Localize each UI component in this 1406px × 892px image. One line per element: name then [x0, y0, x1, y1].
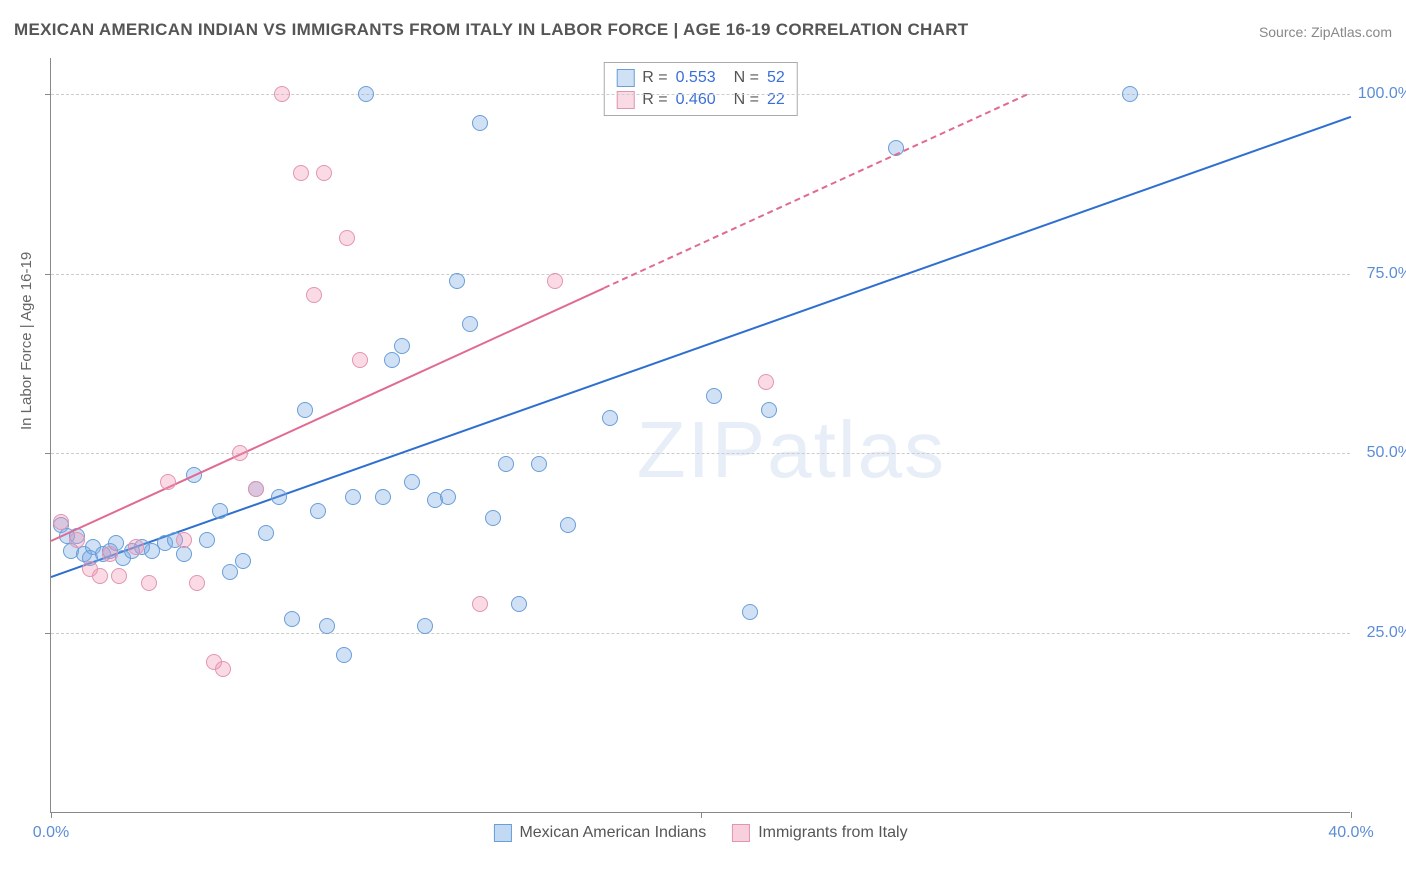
data-point: [258, 525, 274, 541]
source-label: Source: ZipAtlas.com: [1259, 24, 1392, 40]
data-point: [511, 596, 527, 612]
y-tick-mark: [45, 274, 51, 275]
data-point: [602, 410, 618, 426]
x-tick-mark: [701, 812, 702, 818]
data-point: [235, 553, 251, 569]
legend-series-label: Immigrants from Italy: [758, 824, 907, 842]
watermark: ZIPatlas: [637, 404, 946, 496]
data-point: [440, 489, 456, 505]
data-point: [449, 273, 465, 289]
data-point: [274, 86, 290, 102]
chart-title: MEXICAN AMERICAN INDIAN VS IMMIGRANTS FR…: [14, 20, 968, 40]
data-point: [742, 604, 758, 620]
data-point: [316, 165, 332, 181]
r-label: R =: [642, 69, 667, 87]
data-point: [284, 611, 300, 627]
data-point: [547, 273, 563, 289]
gridline: [51, 94, 1350, 95]
legend-correlation-row: R = 0.460N = 22: [616, 89, 785, 111]
data-point: [176, 546, 192, 562]
y-tick-label: 25.0%: [1367, 624, 1406, 642]
data-point: [176, 532, 192, 548]
data-point: [472, 115, 488, 131]
data-point: [758, 374, 774, 390]
trendline: [603, 94, 1026, 289]
data-point: [472, 596, 488, 612]
data-point: [394, 338, 410, 354]
data-point: [1122, 86, 1138, 102]
data-point: [531, 456, 547, 472]
data-point: [189, 575, 205, 591]
data-point: [293, 165, 309, 181]
y-tick-mark: [45, 453, 51, 454]
data-point: [306, 287, 322, 303]
y-axis-label: In Labor Force | Age 16-19: [18, 252, 35, 430]
data-point: [336, 647, 352, 663]
data-point: [215, 661, 231, 677]
y-tick-mark: [45, 94, 51, 95]
data-point: [69, 532, 85, 548]
data-point: [212, 503, 228, 519]
legend-correlation-row: R = 0.553 N = 52: [616, 67, 785, 89]
n-label: N =: [734, 69, 759, 87]
legend-swatch: [616, 69, 634, 87]
trendline: [51, 116, 1352, 578]
x-tick-mark: [51, 812, 52, 818]
legend-series-label: Mexican American Indians: [519, 824, 706, 842]
data-point: [128, 539, 144, 555]
data-point: [761, 402, 777, 418]
legend-series-item: Immigrants from Italy: [732, 824, 907, 842]
plot-area: ZIPatlas R = 0.553N = 52R = 0.460N = 22 …: [50, 58, 1350, 813]
data-point: [271, 489, 287, 505]
legend-correlation-box: R = 0.553 N = 52 R = 0.460N = 22: [603, 62, 798, 116]
data-point: [352, 352, 368, 368]
legend-swatch: [493, 824, 511, 842]
r-value: 0.553: [676, 69, 716, 87]
data-point: [92, 568, 108, 584]
data-point: [375, 489, 391, 505]
data-point: [462, 316, 478, 332]
data-point: [111, 568, 127, 584]
data-point: [297, 402, 313, 418]
gridline: [51, 633, 1350, 634]
y-tick-label: 75.0%: [1367, 265, 1406, 283]
data-point: [160, 474, 176, 490]
data-point: [248, 481, 264, 497]
data-point: [53, 514, 69, 530]
data-point: [384, 352, 400, 368]
data-point: [358, 86, 374, 102]
x-tick-label: 40.0%: [1328, 824, 1373, 842]
y-tick-label: 100.0%: [1358, 85, 1406, 103]
data-point: [560, 517, 576, 533]
data-point: [222, 564, 238, 580]
data-point: [706, 388, 722, 404]
data-point: [498, 456, 514, 472]
legend-series: Mexican American Indians Immigrants from …: [493, 824, 907, 842]
data-point: [102, 546, 118, 562]
data-point: [417, 618, 433, 634]
trendline: [51, 287, 604, 541]
x-tick-label: 0.0%: [33, 824, 69, 842]
data-point: [199, 532, 215, 548]
data-point: [345, 489, 361, 505]
x-tick-mark: [1351, 812, 1352, 818]
y-tick-mark: [45, 633, 51, 634]
y-tick-label: 50.0%: [1367, 444, 1406, 462]
data-point: [339, 230, 355, 246]
n-value: 52: [767, 69, 785, 87]
data-point: [319, 618, 335, 634]
gridline: [51, 274, 1350, 275]
data-point: [141, 575, 157, 591]
legend-swatch: [732, 824, 750, 842]
data-point: [485, 510, 501, 526]
data-point: [310, 503, 326, 519]
data-point: [404, 474, 420, 490]
legend-series-item: Mexican American Indians: [493, 824, 706, 842]
data-point: [232, 445, 248, 461]
